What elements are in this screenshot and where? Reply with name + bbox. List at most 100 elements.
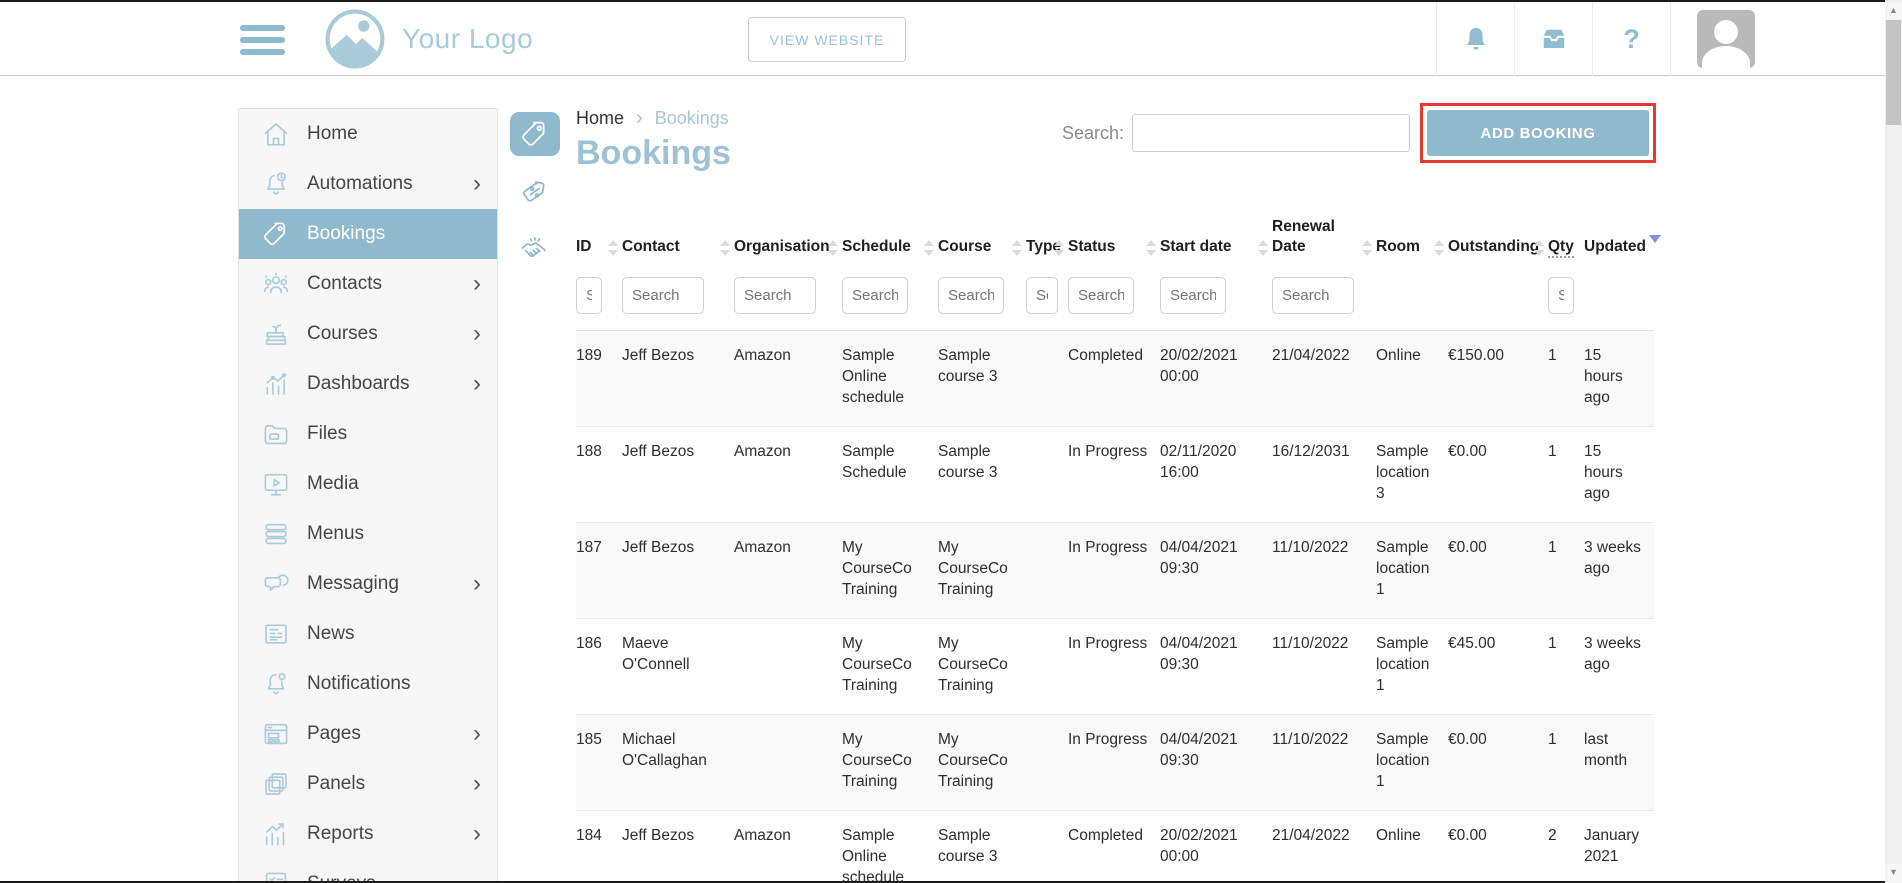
reports-icon [265, 823, 285, 846]
column-header-start_date[interactable]: Start date [1160, 195, 1272, 271]
cell-organisation [734, 715, 842, 811]
help-question-icon[interactable]: ? [1592, 2, 1670, 76]
column-header-renewal_date[interactable]: Renewal Date [1272, 195, 1376, 271]
sidebar-item-home[interactable]: Home [239, 109, 497, 159]
notifications-bell-icon[interactable] [1436, 2, 1514, 76]
handshake-icon[interactable] [510, 228, 560, 272]
filter-input-start_date[interactable] [1160, 277, 1226, 314]
cell-updated: 15 hours ago [1584, 443, 1623, 502]
sidebar-item-surveys[interactable]: Surveys [239, 859, 497, 883]
cell-updated: 3 weeks ago [1584, 539, 1641, 577]
table-row-185[interactable]: 185 Michael O'Callaghan My CourseCo Traini… [576, 714, 1654, 811]
cell-schedule: My CourseCo Training [842, 539, 912, 598]
scrollbar-thumb[interactable] [1886, 20, 1901, 125]
scroll-up-arrow-icon[interactable]: ▲ [1885, 2, 1902, 19]
sidebar-item-files[interactable]: Files [239, 409, 497, 459]
cell-room: Online [1376, 827, 1421, 844]
sidebar-item-bookings[interactable]: Bookings [239, 209, 497, 259]
sidebar-item-menus[interactable]: Menus [239, 509, 497, 559]
main-content: Home › Bookings Bookings Search: ADD BOO… [576, 95, 1661, 883]
bookings-tag-icon[interactable] [510, 112, 560, 156]
column-header-updated[interactable]: Updated [1584, 195, 1661, 271]
filter-input-renewal_date[interactable] [1272, 277, 1354, 314]
vertical-scrollbar[interactable]: ▲ ▼ [1885, 0, 1902, 883]
filter-input-organisation[interactable] [734, 277, 816, 314]
discount-tag-icon[interactable] [510, 170, 560, 214]
sort-arrows-icon [828, 239, 838, 257]
cell-start_date: 02/11/2020 16:00 [1160, 443, 1237, 481]
cell-status: In Progress [1068, 731, 1148, 748]
filter-input-course[interactable] [938, 277, 1004, 314]
cell-start_date: 04/04/2021 09:30 [1160, 635, 1238, 673]
filter-input-schedule[interactable] [842, 277, 908, 314]
logo[interactable]: Your Logo [324, 8, 533, 70]
topbar-icons: ? [1436, 2, 1670, 76]
view-website-button[interactable]: VIEW WEBSITE [748, 17, 906, 62]
inbox-tray-icon[interactable] [1514, 2, 1592, 76]
add-booking-button[interactable]: ADD BOOKING [1427, 110, 1649, 156]
column-header-id[interactable]: ID [576, 195, 622, 271]
column-header-status[interactable]: Status [1068, 195, 1160, 271]
cell-qty: 1 [1548, 443, 1557, 460]
filter-input-type[interactable] [1026, 277, 1058, 314]
sidebar-item-dashboards[interactable]: Dashboards › [239, 359, 497, 409]
table-row-189[interactable]: 189 Jeff Bezos Amazon Sample Online schedul… [576, 330, 1654, 427]
avatar[interactable] [1696, 10, 1755, 68]
sidebar-item-notifications[interactable]: Notifications [239, 659, 497, 709]
sidebar-item-reports[interactable]: Reports › [239, 809, 497, 859]
column-header-organisation[interactable]: Organisation [734, 195, 842, 271]
sidebar-item-pages[interactable]: Pages › [239, 709, 497, 759]
scroll-down-arrow-icon[interactable]: ▼ [1885, 864, 1902, 881]
table-row-187[interactable]: 187 Jeff Bezos Amazon My CourseCo Training M… [576, 522, 1654, 619]
column-header-schedule[interactable]: Schedule [842, 195, 938, 271]
cell-room: Online [1376, 347, 1421, 364]
sidebar-item-contacts[interactable]: Contacts › [239, 259, 497, 309]
dashboards-icon [266, 373, 287, 395]
table-row-184[interactable]: 184 Jeff Bezos Amazon Sample Online schedul… [576, 811, 1654, 883]
sidebar-item-automations[interactable]: Automations › [239, 159, 497, 209]
sidebar-item-messaging[interactable]: Messaging › [239, 559, 497, 609]
sidebar-item-media[interactable]: Media [239, 459, 497, 509]
news-icon [265, 624, 287, 644]
filter-input-id[interactable] [576, 277, 602, 314]
cell-start_date: 04/04/2021 09:30 [1160, 539, 1238, 577]
column-header-type[interactable]: Type [1026, 195, 1068, 271]
breadcrumb-home-link[interactable]: Home [576, 108, 625, 128]
filter-input-contact[interactable] [622, 277, 704, 314]
cell-renewal_date: 21/04/2022 [1272, 347, 1350, 364]
cell-outstanding: €0.00 [1448, 731, 1487, 748]
surveys-icon [265, 872, 287, 883]
column-header-outstanding[interactable]: Outstanding [1448, 195, 1548, 271]
cell-organisation: Amazon [734, 827, 791, 844]
filter-cell-organisation [734, 271, 842, 331]
column-header-room[interactable]: Room [1376, 195, 1448, 271]
sidebar-item-label: Contacts [307, 273, 382, 294]
cell-type [1026, 523, 1068, 619]
sort-arrows-icon [1362, 239, 1372, 257]
table-row-188[interactable]: 188 Jeff Bezos Amazon Sample Schedule Sample… [576, 427, 1654, 523]
sidebar-item-panels[interactable]: Panels › [239, 759, 497, 809]
cell-room: Sample location 1 [1376, 635, 1430, 694]
cell-room: Sample location 1 [1376, 539, 1430, 598]
column-label: Room [1376, 238, 1420, 255]
global-search-input[interactable] [1132, 114, 1410, 152]
breadcrumb-current: Bookings [654, 108, 729, 128]
filter-cell-room [1376, 271, 1448, 331]
column-header-contact[interactable]: Contact [622, 195, 734, 271]
sort-arrows-icon [1434, 239, 1444, 257]
filter-input-qty[interactable] [1548, 277, 1574, 314]
column-header-course[interactable]: Course [938, 195, 1026, 271]
sidebar-item-label: Courses [307, 323, 378, 344]
hamburger-menu-icon[interactable] [240, 25, 285, 55]
chevron-right-icon: › [473, 170, 481, 197]
cell-renewal_date: 16/12/2031 [1272, 443, 1350, 460]
filter-input-status[interactable] [1068, 277, 1134, 314]
table-row-186[interactable]: 186 Maeve O'Connell My CourseCo Training My… [576, 619, 1654, 715]
sidebar-item-label: Messaging [307, 573, 399, 594]
sidebar-item-courses[interactable]: Courses › [239, 309, 497, 359]
filter-cell-start_date [1160, 271, 1272, 331]
cell-contact: Jeff Bezos [622, 443, 695, 460]
sidebar-item-news[interactable]: News [239, 609, 497, 659]
cell-qty: 2 [1548, 827, 1557, 844]
cell-id: 186 [576, 635, 602, 652]
